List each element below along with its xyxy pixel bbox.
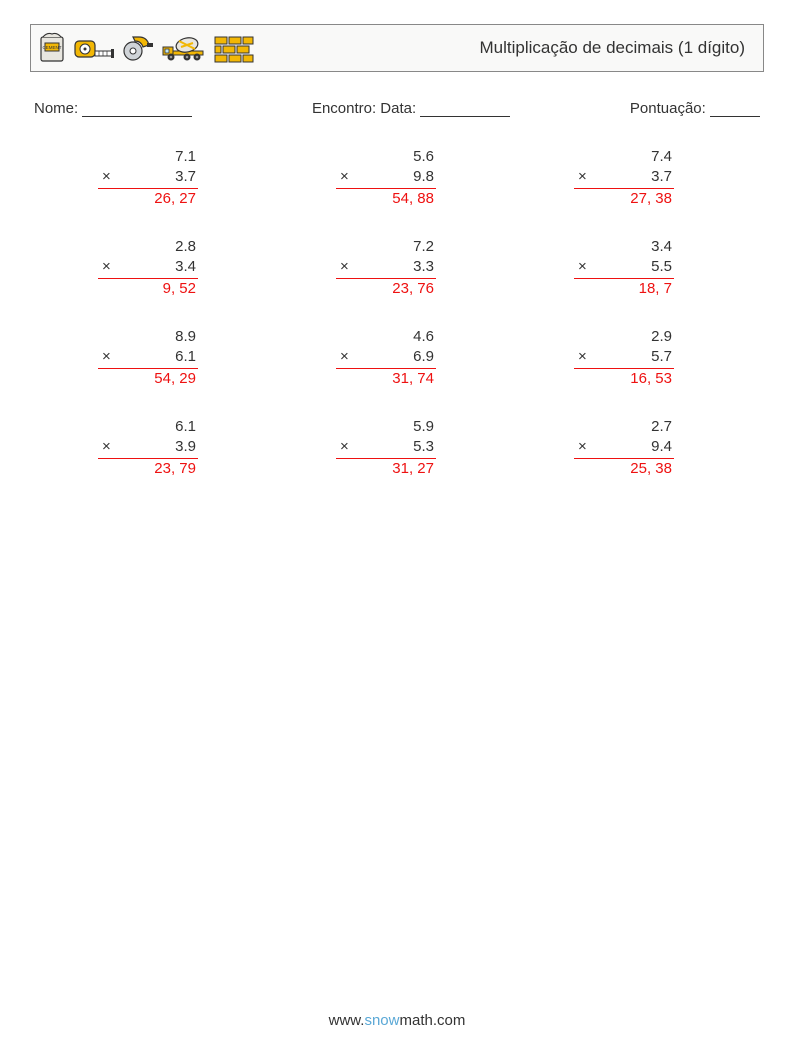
tape-measure-icon (73, 33, 115, 63)
operand-b: 6.1 (175, 347, 198, 367)
info-row: Nome: Encontro: Data: Pontuação: (34, 100, 760, 117)
problem: 5.6× 9.854, 88 (336, 147, 436, 209)
operand-b: 5.3 (413, 437, 436, 457)
operand-row: × 5.7 (574, 347, 674, 369)
operand-row: × 3.3 (336, 257, 436, 279)
problem: 4.6× 6.931, 74 (336, 327, 436, 389)
svg-text:CEMENT: CEMENT (43, 45, 62, 50)
operand-a: 6.1 (98, 417, 198, 437)
times-icon: × (574, 437, 587, 457)
operand-row: × 6.9 (336, 347, 436, 369)
operand-a: 4.6 (336, 327, 436, 347)
operand-row: × 5.5 (574, 257, 674, 279)
operand-row: × 3.9 (98, 437, 198, 459)
times-icon: × (336, 257, 349, 277)
times-icon: × (98, 257, 111, 277)
name-field: Nome: (34, 100, 192, 117)
problem: 6.1× 3.923, 79 (98, 417, 198, 479)
answer: 54, 29 (98, 368, 198, 389)
operand-a: 7.4 (574, 147, 674, 167)
answer: 18, 7 (574, 278, 674, 299)
problem: 8.9× 6.154, 29 (98, 327, 198, 389)
operand-a: 5.9 (336, 417, 436, 437)
times-icon: × (336, 347, 349, 367)
answer: 27, 38 (574, 188, 674, 209)
problem: 3.4× 5.518, 7 (574, 237, 674, 299)
operand-b: 3.9 (175, 437, 198, 457)
date-blank (420, 102, 510, 117)
answer: 23, 79 (98, 458, 198, 479)
header-icons: CEMENT (37, 31, 255, 65)
problem: 7.1× 3.726, 27 (98, 147, 198, 209)
operand-b: 5.5 (651, 257, 674, 277)
times-icon: × (98, 167, 111, 187)
answer: 31, 27 (336, 458, 436, 479)
footer-brand: snow (364, 1012, 399, 1029)
operand-b: 3.3 (413, 257, 436, 277)
operand-a: 2.9 (574, 327, 674, 347)
footer: www.snowmath.com (0, 1012, 794, 1029)
times-icon: × (574, 257, 587, 277)
operand-row: × 6.1 (98, 347, 198, 369)
score-blank (710, 102, 760, 117)
score-label: Pontuação: (630, 100, 706, 117)
operand-b: 3.4 (175, 257, 198, 277)
operand-row: × 9.8 (336, 167, 436, 189)
brick-wall-icon (213, 33, 255, 63)
problem: 5.9× 5.331, 27 (336, 417, 436, 479)
operand-b: 3.7 (175, 167, 198, 187)
operand-a: 8.9 (98, 327, 198, 347)
header-box: CEMENT (30, 24, 764, 72)
operand-row: × 5.3 (336, 437, 436, 459)
answer: 25, 38 (574, 458, 674, 479)
cement-bag-icon: CEMENT (37, 31, 67, 65)
times-icon: × (98, 347, 111, 367)
operand-a: 2.7 (574, 417, 674, 437)
date-label: Encontro: Data: (312, 100, 416, 117)
operand-b: 5.7 (651, 347, 674, 367)
worksheet-title: Multiplicação de decimais (1 dígito) (479, 38, 753, 58)
circular-saw-icon (121, 33, 155, 63)
operand-b: 6.9 (413, 347, 436, 367)
problems-grid: 7.1×3.726, 275.6×9.854, 887.4×3.727, 382… (60, 147, 734, 479)
footer-prefix: www. (329, 1012, 365, 1029)
times-icon: × (336, 437, 349, 457)
answer: 23, 76 (336, 278, 436, 299)
answer: 54, 88 (336, 188, 436, 209)
operand-row: × 3.4 (98, 257, 198, 279)
answer: 26, 27 (98, 188, 198, 209)
problem: 2.7× 9.425, 38 (574, 417, 674, 479)
date-field: Encontro: Data: (312, 100, 510, 117)
operand-row: × 9.4 (574, 437, 674, 459)
operand-a: 5.6 (336, 147, 436, 167)
times-icon: × (574, 167, 587, 187)
answer: 9, 52 (98, 278, 198, 299)
score-field: Pontuação: (630, 100, 760, 117)
operand-b: 9.4 (651, 437, 674, 457)
operand-a: 3.4 (574, 237, 674, 257)
operand-b: 9.8 (413, 167, 436, 187)
problem: 2.8× 3.49, 52 (98, 237, 198, 299)
footer-suffix: math.com (400, 1012, 466, 1029)
problem: 7.2× 3.323, 76 (336, 237, 436, 299)
times-icon: × (336, 167, 349, 187)
operand-a: 7.2 (336, 237, 436, 257)
name-blank (82, 102, 192, 117)
answer: 31, 74 (336, 368, 436, 389)
times-icon: × (98, 437, 111, 457)
operand-row: × 3.7 (574, 167, 674, 189)
times-icon: × (574, 347, 587, 367)
cement-truck-icon (161, 33, 207, 63)
operand-a: 2.8 (98, 237, 198, 257)
operand-b: 3.7 (651, 167, 674, 187)
answer: 16, 53 (574, 368, 674, 389)
operand-a: 7.1 (98, 147, 198, 167)
name-label: Nome: (34, 100, 78, 117)
problem: 7.4× 3.727, 38 (574, 147, 674, 209)
operand-row: × 3.7 (98, 167, 198, 189)
problem: 2.9× 5.716, 53 (574, 327, 674, 389)
